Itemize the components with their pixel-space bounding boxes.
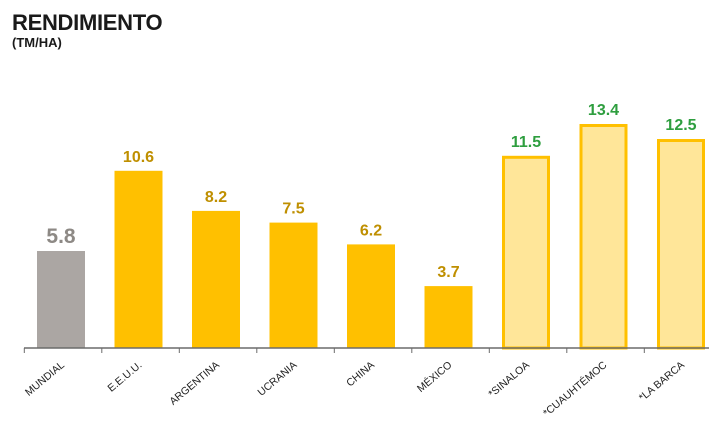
bar xyxy=(192,210,240,348)
x-tick-label: *LA BARCA xyxy=(637,359,687,404)
x-tick-label: ARGENTINA xyxy=(167,359,222,408)
data-label: 6.2 xyxy=(360,222,382,239)
bar xyxy=(424,286,473,348)
data-label: 10.6 xyxy=(123,149,154,166)
x-tick-label: MÉXICO xyxy=(414,358,454,395)
chart-subtitle: (TM/HA) xyxy=(12,35,62,50)
bar xyxy=(579,124,628,350)
bar xyxy=(657,139,705,350)
data-label: 11.5 xyxy=(511,134,541,151)
chart-title: RENDIMIENTO xyxy=(12,10,163,35)
data-label: 8.2 xyxy=(205,189,227,206)
x-tick-label: *CUAUHTÉMOC xyxy=(540,358,609,419)
data-label: 7.5 xyxy=(282,201,304,218)
x-tick-label: UCRANIA xyxy=(256,359,300,399)
bar xyxy=(347,244,395,348)
bar xyxy=(114,170,163,348)
data-label: 13.4 xyxy=(588,102,619,119)
bar xyxy=(269,222,318,348)
bar xyxy=(502,155,550,350)
x-tick-label: CHINA xyxy=(344,359,377,389)
bar xyxy=(37,251,85,348)
x-tick-label: E.E.U.U. xyxy=(105,359,144,394)
data-label: 5.8 xyxy=(46,225,76,248)
x-tick-label: MUNDIAL xyxy=(23,359,67,399)
data-label: 12.5 xyxy=(665,117,696,134)
x-tick-label: *SINALOA xyxy=(486,359,532,400)
data-label: 3.7 xyxy=(437,264,459,281)
